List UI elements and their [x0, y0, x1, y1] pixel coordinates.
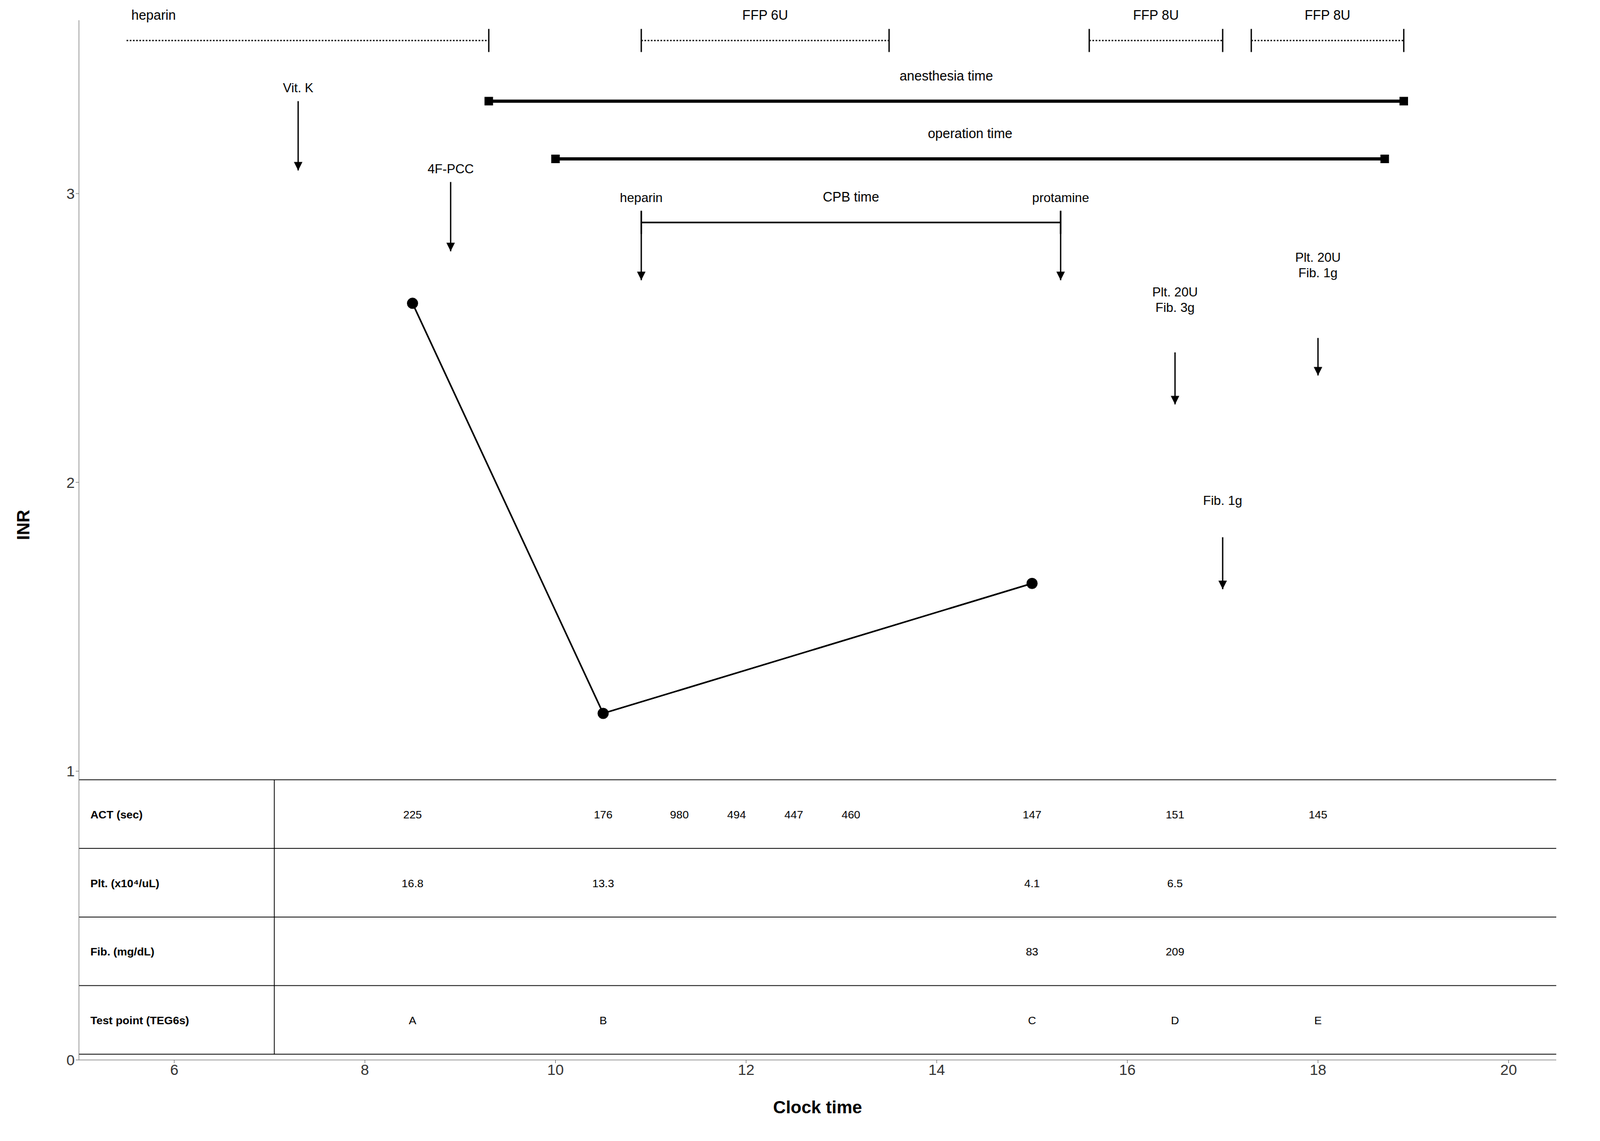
- svg-text:heparin: heparin: [619, 190, 663, 205]
- svg-text:INR: INR: [13, 509, 34, 541]
- svg-text:1: 1: [66, 763, 75, 780]
- svg-text:460: 460: [841, 808, 861, 821]
- svg-text:Clock time: Clock time: [773, 1097, 863, 1118]
- svg-text:3: 3: [66, 185, 75, 203]
- svg-text:20: 20: [1500, 1061, 1517, 1079]
- svg-text:447: 447: [784, 808, 804, 821]
- svg-text:13.3: 13.3: [592, 876, 614, 890]
- svg-text:E: E: [1314, 1013, 1322, 1027]
- svg-text:ACT (sec): ACT (sec): [90, 808, 143, 821]
- svg-text:FFP 8U: FFP 8U: [1304, 7, 1351, 23]
- svg-text:FFP 8U: FFP 8U: [1133, 7, 1180, 23]
- svg-text:14: 14: [928, 1061, 946, 1079]
- svg-text:209: 209: [1165, 945, 1185, 958]
- svg-text:8: 8: [360, 1061, 370, 1079]
- svg-text:147: 147: [1022, 808, 1042, 821]
- svg-text:Vit. K: Vit. K: [283, 80, 314, 95]
- svg-text:protamine: protamine: [1032, 190, 1090, 205]
- svg-text:C: C: [1028, 1013, 1037, 1027]
- svg-text:4.1: 4.1: [1024, 876, 1040, 890]
- svg-text:980: 980: [669, 808, 689, 821]
- svg-text:6: 6: [170, 1061, 179, 1079]
- svg-text:anesthesia time: anesthesia time: [899, 68, 994, 84]
- svg-text:FFP 6U: FFP 6U: [742, 7, 789, 23]
- svg-text:145: 145: [1308, 808, 1328, 821]
- svg-text:16: 16: [1118, 1061, 1136, 1079]
- svg-text:B: B: [599, 1013, 607, 1027]
- svg-text:6.5: 6.5: [1167, 876, 1183, 890]
- svg-text:heparin: heparin: [131, 7, 176, 23]
- svg-text:0: 0: [66, 1052, 75, 1069]
- svg-text:A: A: [408, 1013, 416, 1027]
- svg-text:18: 18: [1309, 1061, 1327, 1079]
- svg-text:D: D: [1171, 1013, 1180, 1027]
- svg-text:10: 10: [547, 1061, 564, 1079]
- svg-text:2: 2: [66, 474, 75, 492]
- svg-text:83: 83: [1025, 945, 1038, 958]
- svg-text:operation time: operation time: [928, 125, 1013, 141]
- svg-text:Test point (TEG6s): Test point (TEG6s): [90, 1013, 189, 1027]
- svg-text:494: 494: [727, 808, 747, 821]
- svg-text:Fib. 1g: Fib. 1g: [1203, 493, 1243, 508]
- svg-text:4F-PCC: 4F-PCC: [427, 161, 475, 176]
- svg-text:225: 225: [403, 808, 422, 821]
- svg-text:12: 12: [737, 1061, 755, 1079]
- svg-text:Fib. (mg/dL): Fib. (mg/dL): [90, 945, 155, 958]
- svg-text:Plt. (x10⁴/uL): Plt. (x10⁴/uL): [90, 876, 159, 890]
- svg-text:176: 176: [593, 808, 613, 821]
- svg-text:151: 151: [1165, 808, 1185, 821]
- svg-text:CPB time: CPB time: [822, 189, 880, 205]
- svg-text:Plt. 20UFib. 3g: Plt. 20UFib. 3g: [1152, 284, 1198, 315]
- svg-text:Plt. 20UFib. 1g: Plt. 20UFib. 1g: [1295, 250, 1341, 280]
- svg-text:16.8: 16.8: [401, 876, 424, 890]
